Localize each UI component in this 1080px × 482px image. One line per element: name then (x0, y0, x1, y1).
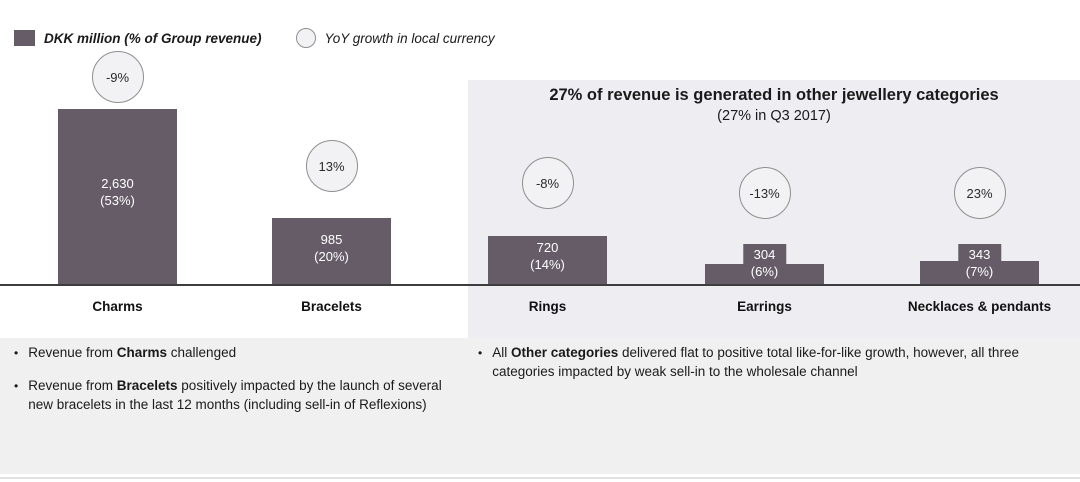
value-label: 2,630 (101, 175, 134, 191)
bar-group-charms: -9% 2,630 (53%) Charms (58, 0, 177, 314)
value-label: 343 (968, 246, 991, 262)
note-item: • Revenue from Bracelets positively impa… (14, 377, 466, 415)
value-label: 985 (320, 231, 343, 247)
bar-value-necklaces: 343 (7%) (957, 243, 1002, 283)
bullet-marker: • (14, 346, 19, 360)
bar-value-charms: 2,630 (53%) (92, 172, 143, 212)
bar-group-rings: -8% 720 (14%) Rings (488, 0, 607, 314)
category-label-earrings: Earrings (737, 299, 792, 314)
bar-value-bracelets: 985 (20%) (306, 228, 357, 268)
category-label-necklaces: Necklaces & pendants (907, 299, 1052, 314)
bar-chart: -9% 2,630 (53%) Charms 13% 985 (20%) Bra… (58, 0, 1051, 314)
circle-swatch-icon (295, 28, 316, 48)
share-label: (7%) (965, 264, 994, 280)
category-label-bracelets: Bracelets (301, 299, 362, 314)
note-item: • Revenue from Charms challenged (14, 344, 466, 363)
growth-value: -8% (535, 175, 560, 191)
note-text: Revenue from Charms challenged (28, 345, 237, 360)
legend-item-bar: DKK million (% of Group revenue) (14, 30, 262, 46)
growth-badge-earrings: -13% (738, 167, 791, 219)
legend-item-circle: YoY growth in local currency (295, 28, 495, 48)
growth-badge-rings: -8% (521, 157, 574, 209)
bar-group-earrings: -13% 304 (6%) Earrings (705, 0, 824, 314)
category-label-charms: Charms (92, 299, 143, 314)
note-text: Revenue from Bracelets positively impact… (28, 377, 442, 412)
bottom-divider (0, 477, 1080, 479)
note-item: • All Other categories delivered flat to… (478, 344, 1078, 382)
share-label: (14%) (530, 257, 565, 273)
bullet-marker: • (478, 346, 483, 360)
panel-subtitle: (27% in Q3 2017) (717, 108, 831, 124)
share-label: (53%) (100, 193, 135, 209)
legend: DKK million (% of Group revenue) YoY gro… (14, 28, 495, 48)
bar-value-rings: 720 (14%) (522, 236, 573, 276)
share-label: (20%) (314, 249, 349, 265)
value-label: 720 (536, 239, 559, 255)
share-label: (6%) (750, 264, 779, 280)
growth-value: -9% (105, 69, 130, 85)
bar-group-bracelets: 13% 985 (20%) Bracelets (272, 0, 391, 314)
bar-swatch-icon (14, 30, 35, 46)
value-label: 304 (753, 246, 776, 262)
notes-panel (0, 338, 1080, 474)
legend-circle-label: YoY growth in local currency (324, 30, 495, 46)
notes-left-column: • Revenue from Charms challenged • Reven… (14, 344, 466, 429)
x-axis-baseline (0, 284, 1080, 286)
bar-value-earrings: 304 (6%) (742, 243, 787, 283)
note-text: All Other categories delivered flat to p… (492, 345, 1019, 379)
growth-value: -13% (749, 185, 780, 201)
panel-heading: 27% of revenue is generated in other jew… (468, 86, 1080, 124)
legend-bar-label: DKK million (% of Group revenue) (44, 30, 262, 46)
notes-right-column: • All Other categories delivered flat to… (478, 344, 1078, 396)
growth-badge-charms: -9% (91, 51, 144, 103)
panel-title: 27% of revenue is generated in other jew… (549, 86, 999, 104)
growth-badge-bracelets: 13% (305, 140, 358, 192)
growth-badge-necklaces: 23% (953, 167, 1006, 219)
bullet-marker: • (14, 378, 19, 393)
growth-value: 13% (318, 158, 345, 174)
category-label-rings: Rings (528, 299, 567, 314)
bar-group-necklaces: 23% 343 (7%) Necklaces & pendants (908, 0, 1051, 314)
growth-value: 23% (966, 185, 993, 201)
